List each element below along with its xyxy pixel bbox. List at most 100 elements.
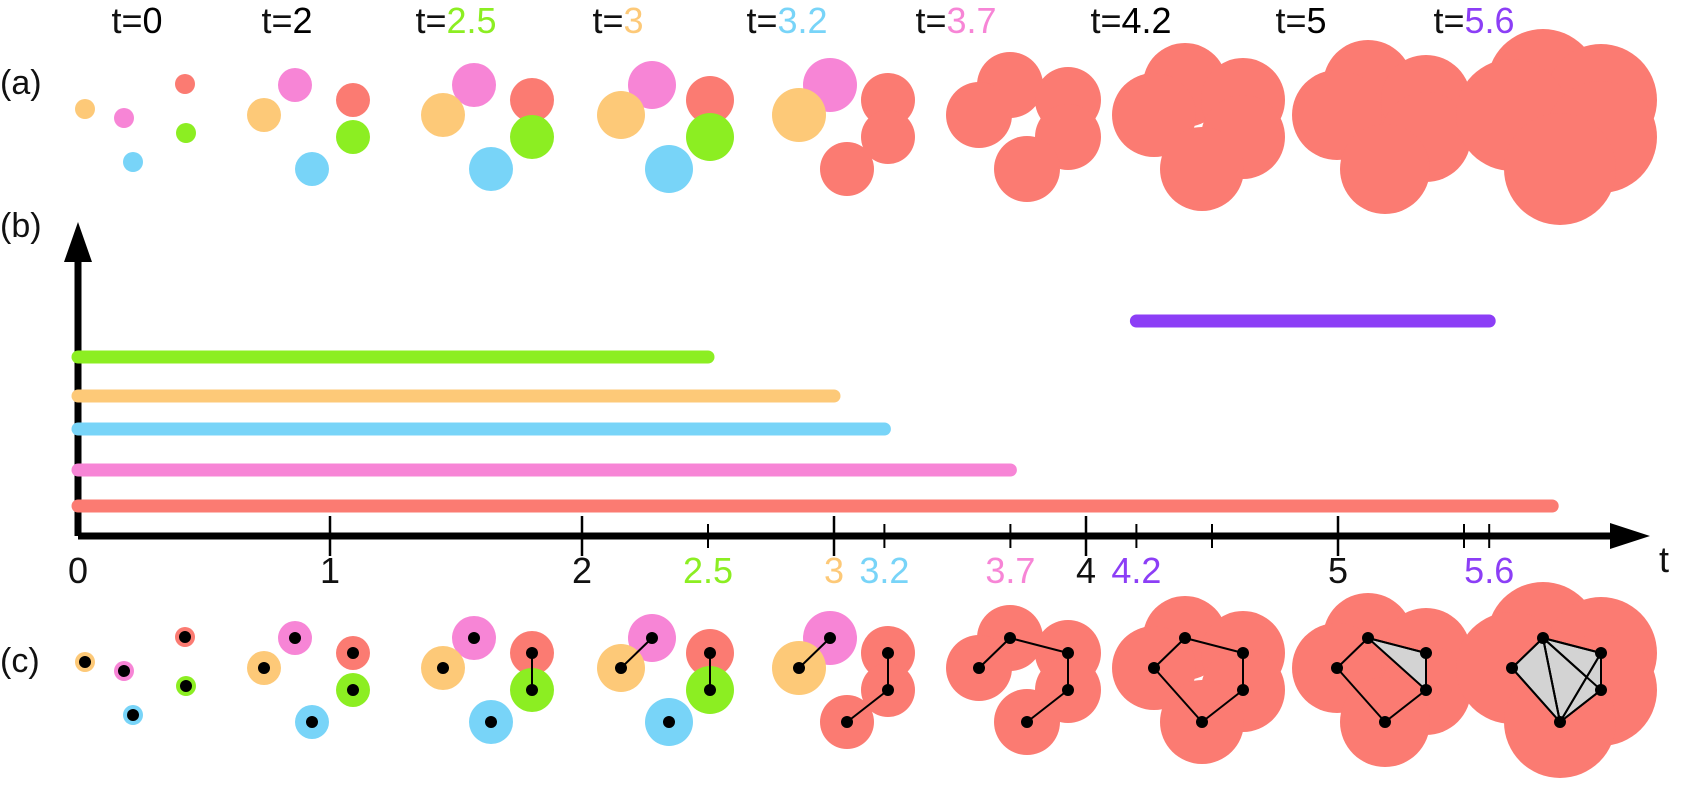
- time-header: t=2.5: [415, 0, 496, 41]
- time-header-value: 4.2: [1121, 0, 1171, 41]
- vertex-dot: [973, 662, 985, 674]
- panel-a-column: [597, 61, 734, 193]
- time-header-value: 3.2: [777, 0, 827, 41]
- panel-label-a: (a): [0, 64, 42, 102]
- x-tick-label: 3.2: [859, 550, 909, 591]
- ball: [336, 83, 370, 117]
- vertex-dot: [179, 631, 191, 643]
- simplex-edge: [1201, 689, 1244, 723]
- ball: [597, 91, 645, 139]
- vertex-dot: [841, 716, 853, 728]
- time-header-prefix: t=: [261, 0, 292, 41]
- simplex-edge: [1009, 637, 1069, 654]
- vertex-dot: [1420, 684, 1432, 696]
- ball: [946, 82, 1012, 148]
- vertex-dot: [1237, 684, 1249, 696]
- ball: [336, 120, 370, 154]
- x-tick-label: 4: [1076, 550, 1096, 591]
- vertex-dot: [1237, 647, 1249, 659]
- vertex-dot: [646, 632, 658, 644]
- simplex-edge: [1153, 637, 1186, 669]
- panel-a-column: [247, 68, 370, 186]
- ball: [772, 88, 826, 142]
- panel-a-column: [1456, 29, 1657, 225]
- panel-a-ball-growth: [75, 29, 1657, 225]
- vertex-dot: [468, 632, 480, 644]
- ball: [421, 93, 465, 137]
- x-tick-label: 2: [572, 550, 592, 591]
- vertex-dot: [1537, 632, 1549, 644]
- time-header-prefix: t=: [415, 0, 446, 41]
- ball: [628, 61, 676, 109]
- vertex-dot: [347, 647, 359, 659]
- vertex-dot: [704, 684, 716, 696]
- x-tick-label: 2.5: [683, 550, 733, 591]
- vertex-dot: [127, 709, 139, 721]
- panel-c-column: [247, 621, 370, 739]
- vertex-dot: [824, 632, 836, 644]
- panel-c-column: [1292, 593, 1471, 767]
- x-tick-label: 5.6: [1464, 550, 1514, 591]
- time-header: t=5: [1275, 0, 1326, 41]
- ball: [176, 123, 196, 143]
- vertex-dot: [347, 684, 359, 696]
- simplex-edge: [1026, 689, 1069, 723]
- panel-label-b: (b): [0, 207, 42, 245]
- vertex-dot: [306, 716, 318, 728]
- x-axis-label: t: [1659, 539, 1669, 580]
- vertex-dot: [882, 684, 894, 696]
- ball: [686, 113, 734, 161]
- panel-c-column: [1456, 582, 1657, 778]
- time-header-value: 2: [293, 0, 313, 41]
- panel-b-barcode: 0 1 2 2.5 3 3.2 3.7 4 4.2 5 5.6 t: [64, 222, 1669, 591]
- time-header: t=3.7: [915, 0, 996, 41]
- vertex-dot: [289, 632, 301, 644]
- panel-label-c: (c): [0, 642, 40, 680]
- simplex-edge: [1336, 637, 1369, 669]
- simplex-edge: [1542, 637, 1602, 691]
- vertex-dot: [1021, 716, 1033, 728]
- ball: [114, 108, 134, 128]
- time-header-value: 0: [143, 0, 163, 41]
- time-headers: t=0 t=2 t=2.5 t=3 t=3.2 t=3.7 t=4.2 t=5 t=5.6: [111, 0, 1514, 41]
- ball: [1340, 124, 1430, 214]
- ball: [1504, 113, 1616, 225]
- ball: [861, 73, 915, 127]
- ball: [994, 136, 1060, 202]
- simplex-edge: [1542, 637, 1561, 723]
- simplex-edge: [1336, 667, 1386, 723]
- vertex-dot: [1179, 632, 1191, 644]
- ball: [123, 152, 143, 172]
- simplex-edge: [798, 637, 831, 669]
- simplex-edge: [846, 689, 889, 723]
- simplex-edge: [1559, 689, 1602, 723]
- simplex-edge: [1184, 637, 1244, 654]
- panel-c-column: [772, 611, 915, 749]
- x-tick-label: 4.2: [1111, 550, 1161, 591]
- simplex-edge: [1559, 652, 1602, 723]
- time-header: t=0: [111, 0, 162, 41]
- ball: [645, 145, 693, 193]
- simplex-edge: [1542, 637, 1602, 654]
- ball: [1160, 127, 1244, 211]
- x-axis-arrow: [1610, 523, 1650, 549]
- vertex-dot: [1379, 716, 1391, 728]
- x-tick-label: 3: [824, 550, 844, 591]
- time-header-prefix: t=: [592, 0, 623, 41]
- ball: [510, 78, 554, 122]
- vertex-dot: [1004, 632, 1016, 644]
- panel-c-column: [421, 616, 554, 744]
- ball: [820, 142, 874, 196]
- vertex-dot: [485, 716, 497, 728]
- panel-a-column: [75, 74, 196, 172]
- time-header-prefix: t=: [111, 0, 142, 41]
- time-header-prefix: t=: [746, 0, 777, 41]
- ball: [1112, 73, 1196, 157]
- ball: [510, 115, 554, 159]
- vertex-dot: [1595, 684, 1607, 696]
- ball: [175, 74, 195, 94]
- ball: [452, 63, 496, 107]
- ball: [686, 76, 734, 124]
- vertex-dot: [1595, 647, 1607, 659]
- time-header-prefix: t=: [915, 0, 946, 41]
